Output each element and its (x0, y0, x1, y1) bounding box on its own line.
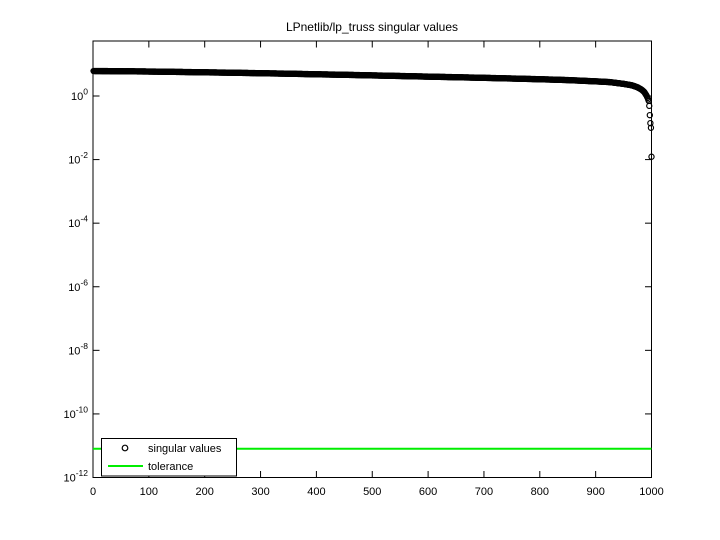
legend: singular values tolerance (101, 438, 237, 477)
x-tick-label: 800 (531, 486, 549, 498)
x-tick-label: 1000 (639, 486, 663, 498)
y-tick-label: 10-8 (68, 341, 88, 358)
singular-values-series (90, 67, 655, 160)
x-tick-label: 100 (140, 486, 158, 498)
y-tick-label: 10-10 (63, 404, 88, 421)
x-tick-label: 300 (251, 486, 269, 498)
x-tick-label: 200 (196, 486, 214, 498)
singular-value-marker (646, 111, 653, 119)
legend-marker-singular-values-icon (121, 444, 129, 452)
x-tick-label: 600 (419, 486, 437, 498)
singular-value-marker (647, 124, 655, 131)
singular-value-marker (646, 102, 653, 110)
singular-value-marker (648, 153, 655, 160)
legend-label-tolerance: tolerance (148, 461, 193, 473)
legend-box (101, 438, 237, 477)
y-tick-label: 10-2 (68, 150, 88, 167)
chart-title: LPnetlib/lp_truss singular values (286, 20, 458, 34)
x-tick-label: 0 (90, 486, 96, 498)
x-tick-label: 400 (307, 486, 325, 498)
y-tick-label: 10-4 (68, 214, 88, 231)
x-tick-label: 900 (586, 486, 604, 498)
y-tick-label: 100 (71, 87, 88, 104)
x-tick-label: 500 (363, 486, 381, 498)
plot-box (92, 40, 652, 478)
y-tick-label: 10-6 (68, 277, 88, 294)
legend-label-singular-values: singular values (148, 443, 222, 455)
x-tick-label: 700 (475, 486, 493, 498)
y-tick-label: 10-12 (63, 468, 88, 485)
axes-layer: 0 100 200 300 400 500 600 700 800 900 1000 100 10-2 1… (63, 41, 664, 498)
